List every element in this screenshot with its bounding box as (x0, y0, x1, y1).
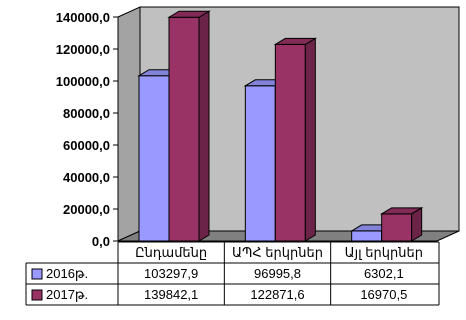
y-tick-label: 80000,0 (63, 106, 110, 121)
series-name: 2017թ. (46, 287, 88, 302)
bar (379, 206, 424, 242)
side-wall (117, 6, 141, 242)
series-name: 2016թ. (46, 266, 88, 281)
bar (273, 37, 318, 242)
chart-axes: 0,0 20000,0 40000,0 60000,0 80000,0 100000,0 1… (56, 10, 119, 249)
data-value: 96995,8 (254, 266, 301, 281)
y-tick-label: 60000,0 (63, 138, 110, 153)
legend-swatch (31, 289, 43, 301)
data-value: 139842,1 (144, 287, 198, 302)
y-tick-label: 140000,0 (56, 10, 110, 25)
legend-swatch (31, 268, 43, 280)
y-tick-label: 0,0 (92, 234, 110, 249)
data-table: Ընդամենը ԱՊՀ երկրներ Այլ երկրներ 2016թ. 1032… (25, 241, 440, 306)
y-tick-label: 120000,0 (56, 42, 110, 57)
data-value: 16970,5 (360, 287, 407, 302)
y-tick-label: 40000,0 (63, 170, 110, 185)
category-label: ԱՊՀ երկրներ (232, 245, 323, 260)
bar (167, 10, 211, 242)
y-tick-label: 20000,0 (63, 202, 110, 217)
chart-bars (137, 10, 424, 242)
data-value: 122871,6 (250, 287, 304, 302)
y-tick-label: 100000,0 (56, 74, 110, 89)
data-value: 6302,1 (364, 266, 404, 281)
category-label: Այլ երկրներ (345, 245, 423, 260)
category-label: Ընդամենը (135, 245, 207, 260)
data-value: 103297,9 (144, 266, 198, 281)
